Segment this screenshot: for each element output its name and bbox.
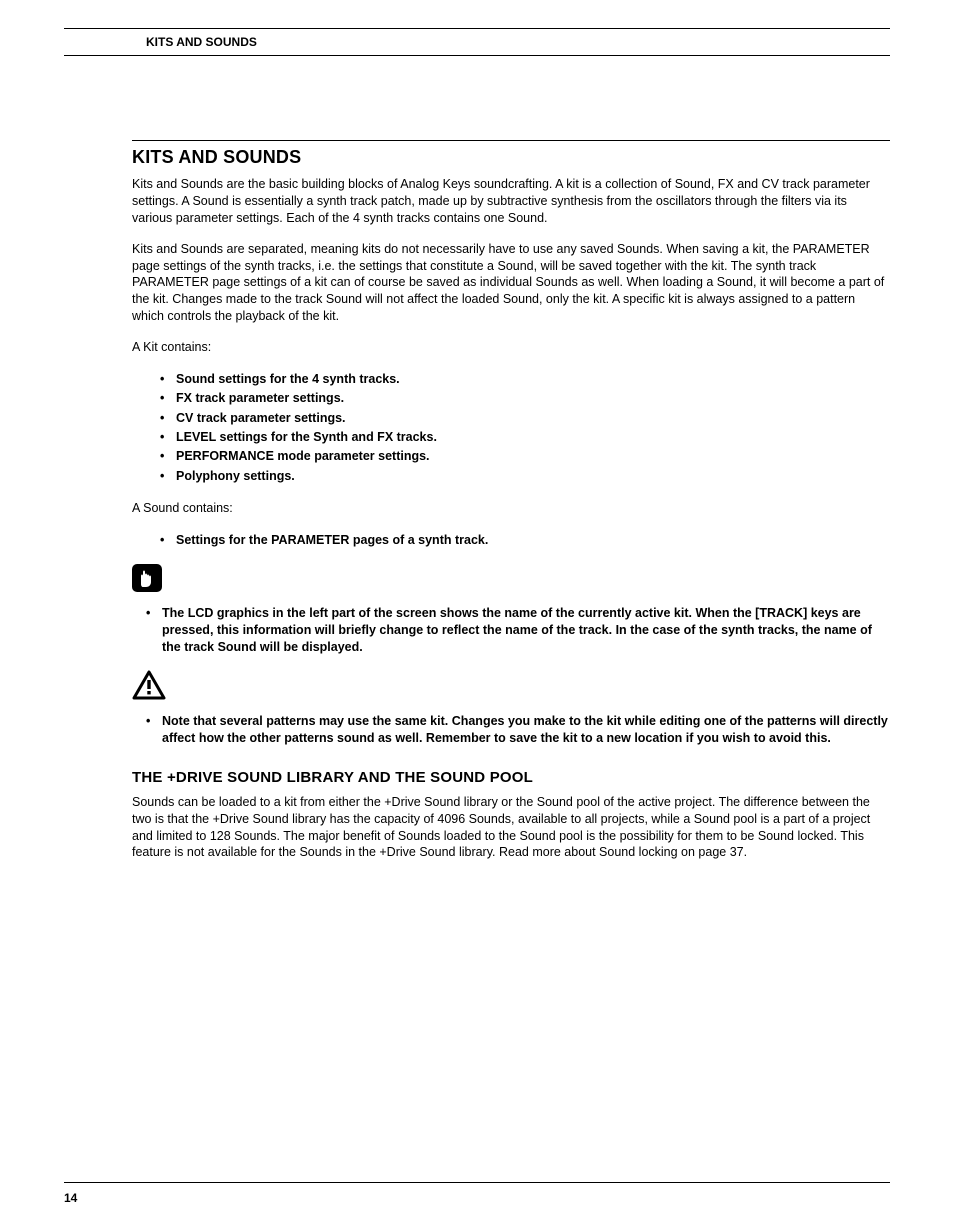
content-area: KITS AND SOUNDS Kits and Sounds are the …: [64, 140, 890, 861]
paragraph-kit-contains: A Kit contains:: [132, 339, 890, 356]
list-item: CV track parameter settings.: [160, 409, 890, 428]
paragraph-drive-library: Sounds can be loaded to a kit from eithe…: [132, 794, 890, 862]
note-item: Note that several patterns may use the s…: [146, 713, 890, 747]
running-head: KITS AND SOUNDS: [64, 35, 890, 55]
sound-contents-list: Settings for the PARAMETER pages of a sy…: [132, 531, 890, 550]
list-item: PERFORMANCE mode parameter settings.: [160, 447, 890, 466]
section-rule: [132, 140, 890, 141]
paragraph-intro-1: Kits and Sounds are the basic building b…: [132, 176, 890, 227]
footer-rule: [64, 1182, 890, 1183]
list-item: Settings for the PARAMETER pages of a sy…: [160, 531, 890, 550]
paragraph-sound-contains: A Sound contains:: [132, 500, 890, 517]
list-item: FX track parameter settings.: [160, 389, 890, 408]
page-number: 14: [64, 1191, 77, 1205]
warning-icon: [132, 670, 890, 705]
heading-kits-and-sounds: KITS AND SOUNDS: [132, 147, 890, 168]
hand-note-icon: [132, 564, 890, 597]
page: KITS AND SOUNDS KITS AND SOUNDS Kits and…: [0, 0, 954, 1227]
top-rule: [64, 28, 890, 29]
warning-note-list: Note that several patterns may use the s…: [132, 713, 890, 747]
under-rule: [64, 55, 890, 56]
list-item: Polyphony settings.: [160, 467, 890, 486]
hand-note-list: The LCD graphics in the left part of the…: [132, 605, 890, 656]
paragraph-intro-2: Kits and Sounds are separated, meaning k…: [132, 241, 890, 325]
list-item: LEVEL settings for the Synth and FX trac…: [160, 428, 890, 447]
kit-contents-list: Sound settings for the 4 synth tracks. F…: [132, 370, 890, 486]
heading-drive-sound-library: THE +DRIVE SOUND LIBRARY AND THE SOUND P…: [132, 769, 890, 786]
note-item: The LCD graphics in the left part of the…: [146, 605, 890, 656]
list-item: Sound settings for the 4 synth tracks.: [160, 370, 890, 389]
